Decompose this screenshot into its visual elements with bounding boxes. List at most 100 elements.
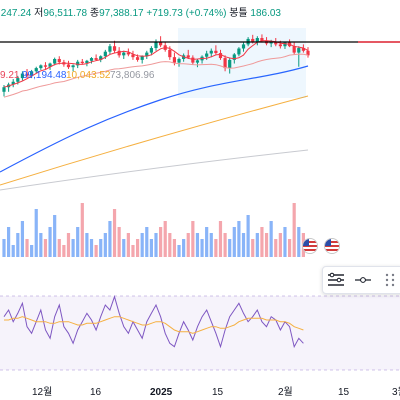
- toolbox-drag-button[interactable]: [376, 269, 400, 291]
- candle-body: [11, 81, 15, 85]
- ma-slow-line: [0, 95, 309, 186]
- volume-bar: [223, 233, 227, 257]
- volume-bar: [25, 239, 29, 257]
- volume-bar: [122, 239, 126, 257]
- volume-bar: [135, 239, 140, 257]
- volume-bar: [76, 227, 80, 257]
- volume-bar: [39, 233, 43, 257]
- volume-bar: [30, 245, 34, 257]
- flag-us-icon[interactable]: [302, 238, 318, 254]
- volume-bar: [140, 233, 144, 257]
- candle-body: [57, 58, 61, 63]
- candle-body: [232, 54, 236, 60]
- candle-body: [172, 57, 177, 63]
- candle-body: [122, 52, 126, 56]
- candle-body: [80, 61, 84, 64]
- candle-body: [177, 58, 181, 63]
- candle-body: [149, 48, 153, 53]
- candle-body: [301, 48, 305, 51]
- candle-body: [274, 41, 278, 45]
- volume-bar: [159, 227, 163, 257]
- volume-bar: [126, 233, 130, 257]
- volume-bar: [274, 239, 278, 257]
- candle-body: [241, 44, 246, 49]
- volume-bar: [85, 233, 89, 257]
- volume-bar: [177, 245, 181, 257]
- toolbox-grip-button[interactable]: [323, 269, 350, 291]
- candle-body: [112, 46, 117, 51]
- candle-body: [191, 57, 195, 63]
- volume-bar: [283, 227, 287, 257]
- drawing-toolbox[interactable]: [322, 266, 400, 294]
- volume-bar: [246, 215, 250, 257]
- volume-bar: [62, 245, 66, 257]
- volume-bar: [34, 209, 38, 257]
- volume-bar: [80, 203, 84, 257]
- candle-body: [103, 51, 107, 57]
- rsi-band: [0, 296, 400, 370]
- candle-body: [186, 55, 190, 58]
- volume-bar: [264, 233, 269, 257]
- x-tick-label: 2월: [278, 387, 293, 398]
- candle-body: [195, 60, 200, 63]
- candle-body: [140, 56, 144, 60]
- candle-body: [214, 50, 218, 54]
- volume-bar: [66, 233, 71, 257]
- candle-body: [43, 65, 48, 67]
- volume-bar: [218, 221, 223, 257]
- candle-body: [20, 73, 25, 79]
- volume-bar: [172, 239, 177, 257]
- volume-bar: [292, 203, 296, 257]
- volume-bar: [287, 239, 292, 257]
- candle-body: [228, 59, 232, 69]
- candle-body: [76, 61, 80, 66]
- candle-body: [30, 71, 34, 76]
- candle-body: [223, 58, 227, 69]
- rsi-line: [3, 295, 304, 349]
- volume-bar: [71, 239, 75, 257]
- volume-bar: [112, 209, 117, 257]
- ohlc-bar-label: 봉틀: [229, 8, 248, 19]
- x-tick-label: 2025: [150, 387, 173, 398]
- volume-bar: [255, 233, 259, 257]
- candle-body: [159, 41, 163, 46]
- candle-body: [34, 68, 38, 72]
- candle-body: [205, 53, 209, 57]
- volume-bar: [241, 233, 246, 257]
- toolbox-line-button[interactable]: [350, 269, 377, 291]
- candle-body: [71, 65, 75, 68]
- ohlc-close-label: 종: [89, 8, 100, 19]
- volume-bar: [108, 221, 112, 257]
- candle-body: [2, 87, 6, 92]
- ohlc-close: 97,388.17: [99, 8, 144, 19]
- ma-label-1: 9.21: [0, 70, 20, 81]
- volume-bar: [53, 215, 57, 257]
- x-tick-label: 15: [212, 387, 224, 398]
- volume-bar: [163, 221, 167, 257]
- ma-label-4: 73,806.96: [110, 70, 155, 81]
- candle-body: [16, 78, 20, 82]
- volume-bar: [7, 227, 11, 257]
- volume-bar: [57, 239, 61, 257]
- ohlc-change: +719.73 (+0.74%): [146, 8, 227, 19]
- volume-bar: [228, 239, 232, 257]
- flag-us-icon[interactable]: [324, 238, 340, 254]
- candle-body: [85, 60, 89, 64]
- candle-body: [260, 38, 264, 41]
- volume-bar: [278, 233, 282, 257]
- range-box: [178, 28, 306, 98]
- candle-body: [126, 52, 130, 55]
- candle-body: [237, 48, 241, 55]
- volume-bar: [94, 245, 98, 257]
- candle-body: [135, 57, 140, 60]
- x-tick-label: 3월: [392, 387, 400, 398]
- candle-body: [292, 46, 296, 53]
- toolbox-grip-icon: [328, 272, 345, 286]
- volume-bar: [131, 245, 135, 257]
- volume-bar: [20, 221, 25, 257]
- volume-bar: [186, 233, 190, 257]
- ma-label-2: 99,194.48: [22, 70, 67, 81]
- ohlc-first-partial: ,247.24: [0, 8, 32, 19]
